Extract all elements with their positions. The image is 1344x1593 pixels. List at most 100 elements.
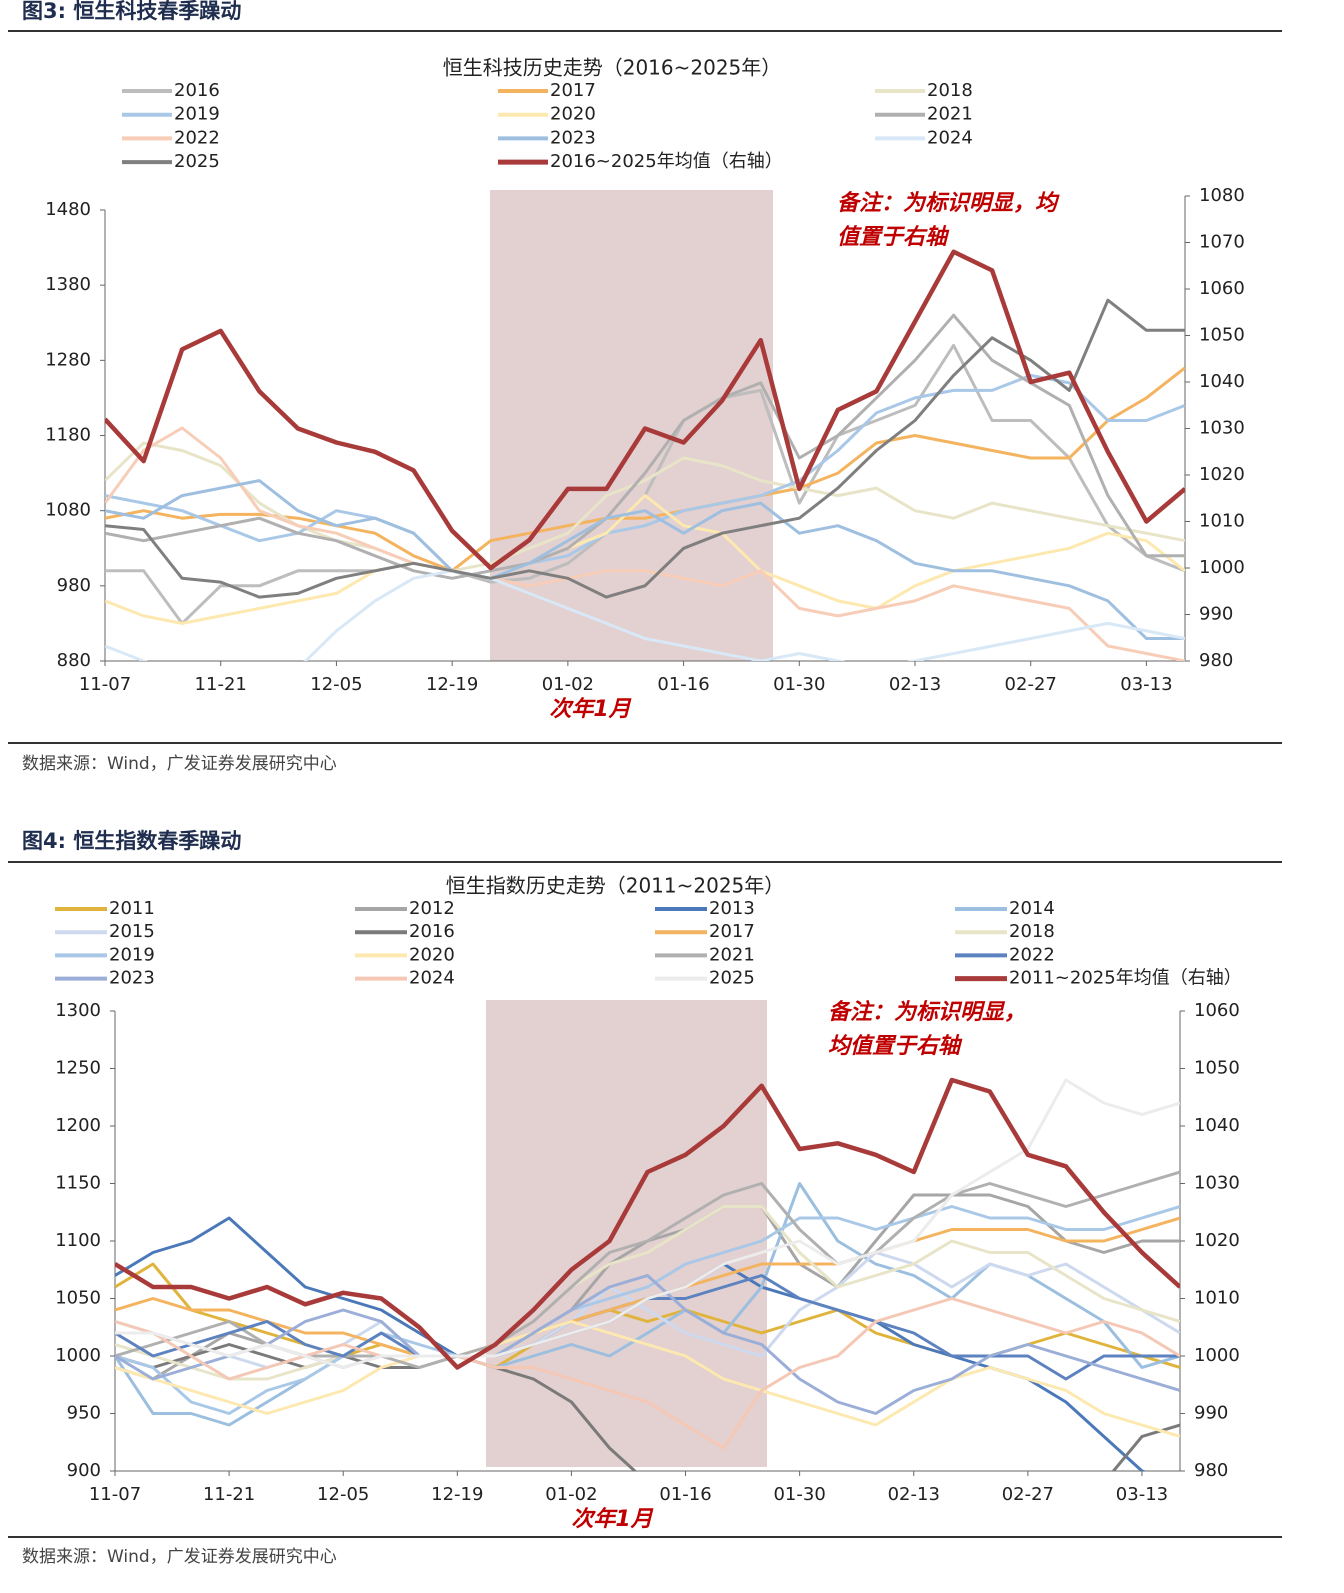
x-tick-label: 11-21 [203, 1484, 255, 1505]
legend-label: 2020 [550, 104, 596, 125]
y2-tick-label: 1040 [1199, 371, 1245, 392]
legend-label: 2019 [109, 944, 155, 965]
y-tick-label: 1100 [55, 1230, 101, 1251]
y2-tick-label: 1010 [1194, 1288, 1240, 1309]
y-tick-label: 950 [67, 1403, 101, 1424]
y2-tick-label: 1050 [1199, 325, 1245, 346]
series-line [105, 494, 1185, 625]
series-line [105, 441, 1185, 573]
y2-tick-label: 1000 [1199, 557, 1245, 578]
y-tick-label: 1380 [45, 274, 91, 295]
y2-tick-label: 1080 [1199, 185, 1245, 206]
legend-label: 2017 [550, 80, 596, 101]
series-line [105, 249, 1185, 571]
series-line [115, 1077, 1180, 1370]
x-note: 次年1月 [571, 1506, 653, 1532]
x-tick-label: 01-16 [659, 1484, 711, 1505]
shaded-period [490, 190, 773, 661]
series-line [105, 298, 1185, 599]
series-line [115, 1274, 1180, 1415]
legend-label: 2022 [1009, 944, 1055, 965]
x-tick-label: 11-07 [89, 1484, 141, 1505]
x-tick-label: 01-30 [773, 674, 825, 695]
y-tick-label: 1050 [55, 1288, 101, 1309]
x-tick-label: 01-02 [542, 674, 594, 695]
chart-title: 恒生科技历史走势（2016~2025年） [443, 56, 782, 80]
y-tick-label: 880 [57, 650, 91, 671]
legend-label: 2021 [927, 104, 973, 125]
x-tick-label: 02-27 [1002, 1484, 1054, 1505]
legend-label: 2016 [409, 921, 455, 942]
legend-label: 2025 [174, 151, 220, 172]
figure-heading: 图3: 恒生科技春季躁动 [22, 0, 241, 23]
series-line [105, 373, 1185, 580]
legend-label: 2011 [109, 898, 155, 919]
y2-tick-label: 990 [1199, 604, 1233, 625]
y-tick-label: 1150 [55, 1173, 101, 1194]
y-tick-label: 1000 [55, 1345, 101, 1366]
legend-label: 2021 [709, 944, 755, 965]
legend-label: 2024 [927, 127, 973, 148]
y2-tick-label: 1000 [1194, 1345, 1240, 1366]
series-line [105, 313, 1185, 580]
x-tick-label: 12-19 [431, 1484, 483, 1505]
y2-tick-label: 1020 [1199, 464, 1245, 485]
y-tick-label: 900 [67, 1460, 101, 1481]
y2-tick-label: 990 [1194, 1403, 1228, 1424]
y2-tick-label: 1030 [1194, 1173, 1240, 1194]
annotation: 备注：为标识明显， [828, 999, 1026, 1025]
x-tick-label: 12-05 [317, 1484, 369, 1505]
y2-tick-label: 1050 [1194, 1058, 1240, 1079]
legend-label: 2018 [1009, 921, 1055, 942]
y-tick-label: 1200 [55, 1115, 101, 1136]
series-line [115, 1078, 1180, 1369]
x-tick-label: 03-13 [1120, 674, 1172, 695]
series-line [105, 426, 1185, 661]
legend-label: 2014 [1009, 898, 1055, 919]
x-tick-label: 01-30 [773, 1484, 825, 1505]
y-tick-label: 1080 [45, 500, 91, 521]
x-note: 次年1月 [549, 696, 631, 722]
annotation: 均值置于右轴 [828, 1034, 963, 1059]
y-tick-label: 980 [57, 575, 91, 596]
y2-tick-label: 1070 [1199, 232, 1245, 253]
x-tick-label: 11-07 [79, 674, 131, 695]
legend-label: 2011~2025年均值（右轴） [1009, 968, 1242, 989]
legend-label: 2020 [409, 944, 455, 965]
legend-label: 2025 [709, 968, 755, 989]
legend-label: 2015 [109, 921, 155, 942]
annotation: 备注：为标识明显，均 [837, 190, 1060, 216]
legend-label: 2016 [174, 80, 220, 101]
source: 数据来源：Wind，广发证券发展研究中心 [22, 754, 337, 774]
legend-label: 2024 [409, 968, 455, 989]
x-tick-label: 12-19 [426, 674, 478, 695]
y2-tick-label: 1010 [1199, 511, 1245, 532]
legend-label: 2017 [709, 921, 755, 942]
y2-tick-label: 1020 [1194, 1230, 1240, 1251]
y-tick-label: 1250 [55, 1058, 101, 1079]
source: 数据来源：Wind，广发证券发展研究中心 [22, 1547, 337, 1567]
y2-tick-label: 980 [1199, 650, 1233, 671]
y-tick-label: 1180 [45, 425, 91, 446]
series-line [115, 1297, 1180, 1450]
y2-tick-label: 980 [1194, 1460, 1228, 1481]
y-tick-label: 1480 [45, 199, 91, 220]
y2-tick-label: 1060 [1199, 278, 1245, 299]
x-tick-label: 12-05 [310, 674, 362, 695]
series-line [105, 479, 1185, 640]
legend-label: 2019 [174, 104, 220, 125]
series-line [115, 1205, 1180, 1381]
x-tick-label: 01-02 [545, 1484, 597, 1505]
legend-label: 2016~2025年均值（右轴） [550, 151, 783, 172]
x-tick-label: 02-13 [888, 1484, 940, 1505]
figure-heading: 图4: 恒生指数春季躁动 [22, 829, 241, 853]
y2-tick-label: 1060 [1194, 1000, 1240, 1021]
legend-label: 2023 [550, 127, 596, 148]
series-line [115, 1343, 1180, 1471]
series-line [105, 569, 1185, 661]
legend-label: 2013 [709, 898, 755, 919]
legend-label: 2023 [109, 968, 155, 989]
x-tick-label: 03-13 [1116, 1484, 1168, 1505]
x-tick-label: 02-27 [1005, 674, 1057, 695]
legend-label: 2022 [174, 127, 220, 148]
